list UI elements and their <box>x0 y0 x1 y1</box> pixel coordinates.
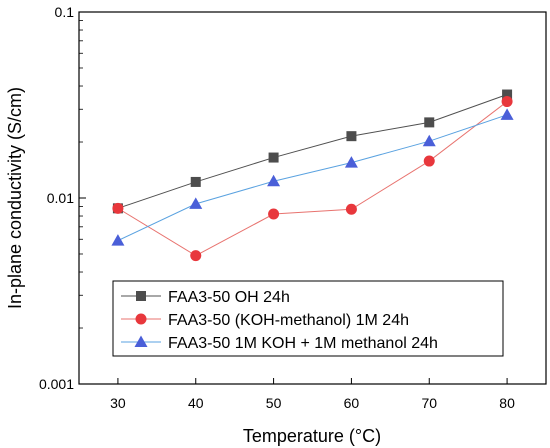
series-lines <box>117 94 508 257</box>
x-tick-label: 50 <box>266 395 282 411</box>
data-point-s2 <box>345 203 357 215</box>
x-tick-label: 80 <box>499 395 515 411</box>
legend-marker-3 <box>134 335 148 347</box>
data-point-s3 <box>344 156 358 168</box>
data-point-s1 <box>424 117 435 128</box>
legend-label-2: FAA3-50 (KOH-methanol) 1M 24h <box>168 312 409 329</box>
legend-label-1: FAA3-50 OH 24h <box>168 289 290 306</box>
legend-marker-2 <box>135 313 147 325</box>
series-markers <box>111 89 514 262</box>
data-point-s1 <box>502 89 513 100</box>
x-tick-label: 70 <box>421 395 437 411</box>
data-point-s3 <box>189 197 203 209</box>
data-point-s1 <box>190 176 201 187</box>
x-tick-label: 60 <box>344 395 360 411</box>
y-tick-label: 0.1 <box>55 4 75 20</box>
legend-label-3: FAA3-50 1M KOH + 1M methanol 24h <box>168 335 438 352</box>
data-point-s2 <box>268 208 280 220</box>
x-axis-label: Temperature (°C) <box>243 426 381 446</box>
data-point-s2 <box>112 202 124 214</box>
data-point-s3 <box>111 234 125 246</box>
data-point-s1 <box>346 131 357 142</box>
legend-marker-1 <box>136 291 146 301</box>
series-line-1 <box>117 94 508 209</box>
y-tick-label: 0.001 <box>39 376 74 392</box>
x-tick-label: 40 <box>188 395 204 411</box>
data-point-s1 <box>268 152 279 163</box>
series-line-2 <box>117 101 508 257</box>
data-point-s3 <box>422 134 436 147</box>
legend: FAA3-50 OH 24h FAA3-50 (KOH-methanol) 1M … <box>112 280 504 357</box>
data-point-s2 <box>190 250 202 262</box>
y-tick-label: 0.01 <box>47 190 74 206</box>
legend-box <box>112 280 504 357</box>
data-point-s2 <box>501 96 513 108</box>
y-axis-label: In-plane conductivity (S/cm) <box>5 87 25 309</box>
data-point-s2 <box>423 155 435 167</box>
data-point-s3 <box>500 108 514 120</box>
data-point-s3 <box>267 174 281 187</box>
series-line-3 <box>117 114 508 242</box>
axes: 30 40 50 60 70 80 0.001 0.01 0.1 <box>39 4 515 411</box>
x-tick-label: 30 <box>110 395 126 411</box>
